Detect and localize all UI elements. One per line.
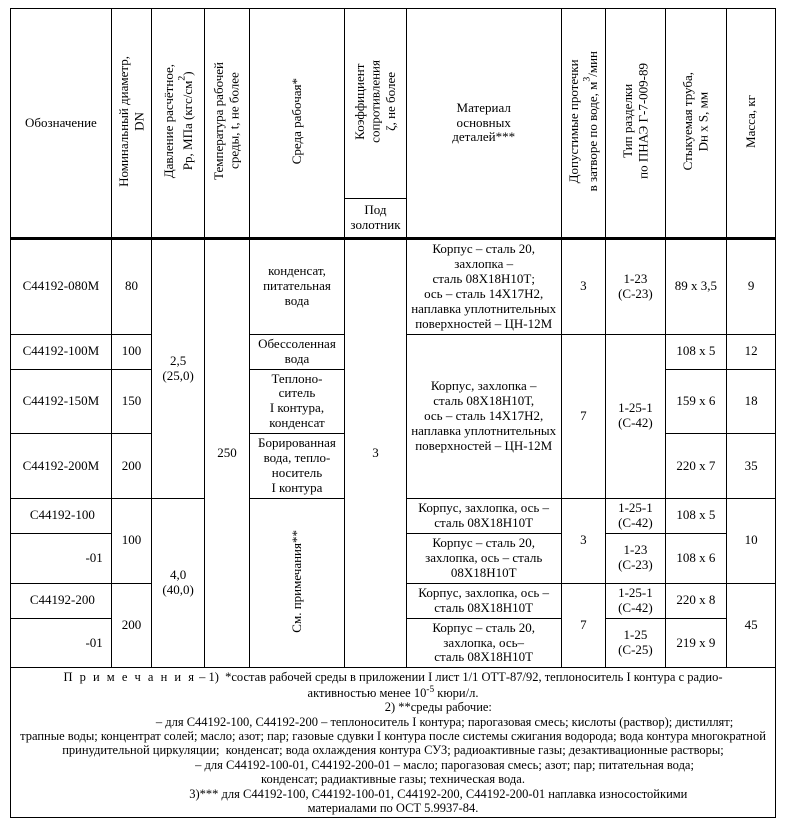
hdr-coeff: Коэффициентсопротивленияζ, не более (345, 9, 407, 199)
cell: 4,0(40,0) (152, 499, 205, 668)
cell: 35 (727, 434, 776, 499)
cell: Корпус – сталь 20,захлопка –сталь 08Х18Н… (406, 239, 561, 335)
hdr-material: Материалосновныхдеталей*** (406, 9, 561, 239)
cell: 1-23(С-23) (606, 533, 665, 583)
cell: 220 x 7 (665, 434, 727, 499)
notes-cell: П р и м е ч а н и я – 1) *состав рабочей… (11, 668, 776, 818)
cell: 200 (111, 583, 151, 668)
cell: -01 (11, 618, 112, 668)
cell: Теплоно-сительI контура,конденсат (249, 369, 344, 434)
cell: Корпус – сталь 20,захлопка, ось – сталь0… (406, 533, 561, 583)
cell: См. примечания** (249, 499, 344, 668)
spec-table: Обозначение Номинальный диаметр,DN Давле… (10, 8, 776, 818)
cell: 45 (727, 583, 776, 668)
cell: 220 x 8 (665, 583, 727, 618)
hdr-pressure: Давление расчётное,Pp, МПа (кгс/см2) (152, 9, 205, 239)
cell: С44192-150М (11, 369, 112, 434)
cell: 200 (111, 434, 151, 499)
cell: С44192-100 (11, 499, 112, 534)
cell: 219 x 9 (665, 618, 727, 668)
cell: 108 x 5 (665, 499, 727, 534)
hdr-dn: Номинальный диаметр,DN (111, 9, 151, 239)
cell: 18 (727, 369, 776, 434)
cell: 10 (727, 499, 776, 584)
cell: 9 (727, 239, 776, 335)
hdr-medium: Среда рабочая* (249, 9, 344, 239)
cell: Обессоленнаявода (249, 334, 344, 369)
cell: 89 x 3,5 (665, 239, 727, 335)
cell: Борированнаявода, тепло-носительI контур… (249, 434, 344, 499)
cell: 80 (111, 239, 151, 335)
cell: 250 (205, 239, 250, 668)
notes-row: П р и м е ч а н и я – 1) *состав рабочей… (11, 668, 776, 818)
cell: -01 (11, 533, 112, 583)
cell: 1-25-1(С-42) (606, 334, 665, 498)
hdr-leak: Допустимые протечкив затворе по воде, м3… (561, 9, 606, 239)
cell: 1-23(С-23) (606, 239, 665, 335)
cell: С44192-200 (11, 583, 112, 618)
cell: С44192-200М (11, 434, 112, 499)
cell: конденсат,питательнаявода (249, 239, 344, 335)
cell: Корпус, захлопка –сталь 08Х18Н10Т,ось – … (406, 334, 561, 498)
table-row: С44192-080М 80 2,5(25,0) 250 конденсат,п… (11, 239, 776, 335)
cell: 7 (561, 334, 606, 498)
hdr-pipe: Стыкуемая труба,Dн x S, мм (665, 9, 727, 239)
cell: 3 (345, 239, 407, 668)
cell: 3 (561, 239, 606, 335)
cell: 108 x 5 (665, 334, 727, 369)
cell: 100 (111, 334, 151, 369)
cell: 150 (111, 369, 151, 434)
cell: 7 (561, 583, 606, 668)
cell: Корпус – сталь 20,захлопка, ось–сталь 08… (406, 618, 561, 668)
cell: С44192-080М (11, 239, 112, 335)
hdr-coeff-sub: Подзолотник (345, 199, 407, 239)
cell: Корпус, захлопка, ось –сталь 08Х18Н10Т (406, 583, 561, 618)
cell: 1-25-1(С-42) (606, 499, 665, 534)
cell: 2,5(25,0) (152, 239, 205, 499)
cell: 3 (561, 499, 606, 584)
cell: 12 (727, 334, 776, 369)
hdr-temp: Температура рабочейсреды, t, не более (205, 9, 250, 239)
cell: 1-25-1(С-42) (606, 583, 665, 618)
hdr-designation: Обозначение (11, 9, 112, 239)
cell: 159 x 6 (665, 369, 727, 434)
cell: 108 x 6 (665, 533, 727, 583)
cell: Корпус, захлопка, ось –сталь 08Х18Н10Т (406, 499, 561, 534)
cell: 1-25(С-25) (606, 618, 665, 668)
cell: 100 (111, 499, 151, 584)
header-row: Обозначение Номинальный диаметр,DN Давле… (11, 9, 776, 199)
hdr-weldtype: Тип разделкипо ПНАЭ Г-7-009-89 (606, 9, 665, 239)
cell: С44192-100М (11, 334, 112, 369)
hdr-mass: Масса, кг (727, 9, 776, 239)
